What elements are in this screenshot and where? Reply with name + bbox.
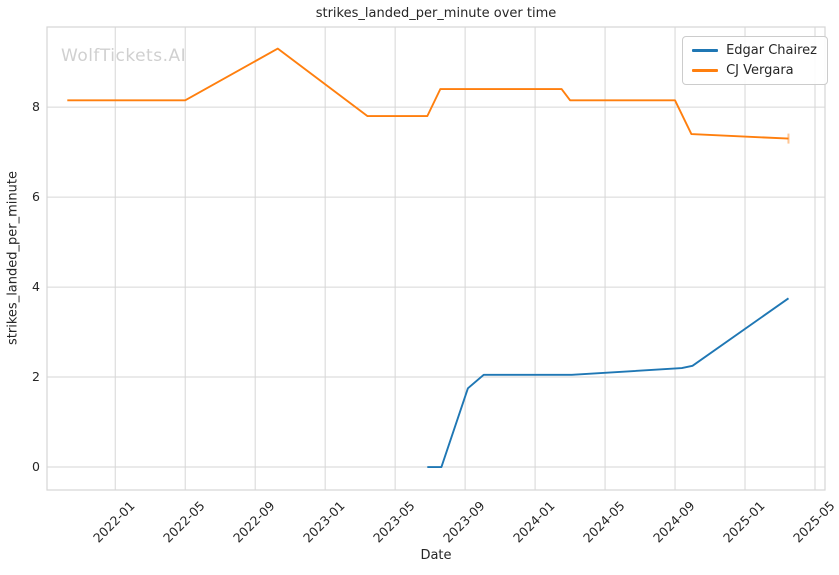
- legend-line-swatch: [692, 69, 719, 72]
- series-line-cj-vergara: [67, 47, 789, 140]
- chart-title: strikes_landed_per_minute over time: [315, 6, 557, 21]
- legend-item-edgar-chairez: Edgar Chairez: [692, 43, 817, 58]
- y-tick-label: 2: [32, 369, 40, 385]
- legend-item-cj-vergara: CJ Vergara: [692, 63, 817, 78]
- legend-line-swatch: [692, 49, 719, 52]
- y-tick-label: 0: [32, 459, 40, 475]
- legend-label: Edgar Chairez: [726, 43, 817, 58]
- y-tick-label: 8: [32, 99, 40, 115]
- legend: Edgar Chairez CJ Vergara: [682, 36, 828, 85]
- x-axis-label: Date: [420, 548, 452, 563]
- y-axis-label: strikes_landed_per_minute: [5, 171, 21, 345]
- plot-border: [46, 26, 826, 491]
- y-tick-label: 6: [32, 189, 40, 205]
- series-line-edgar-chairez: [427, 297, 790, 469]
- watermark: WolfTickets.AI: [61, 46, 187, 66]
- legend-label: CJ Vergara: [726, 63, 794, 78]
- y-tick-label: 4: [32, 279, 40, 295]
